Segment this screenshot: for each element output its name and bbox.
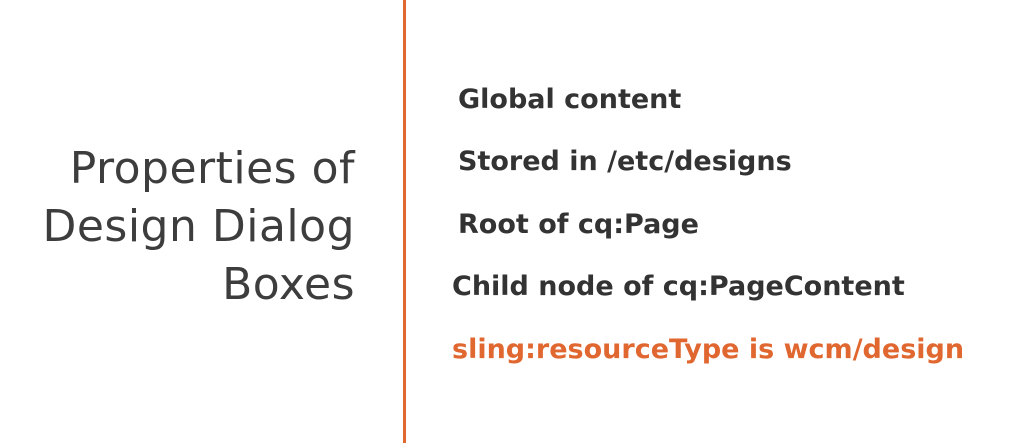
- slide-title: Properties of Design Dialog Boxes: [42, 140, 355, 314]
- slide-title-line-2: Design Dialog: [42, 201, 355, 252]
- slide-title-line-1: Properties of: [69, 143, 355, 194]
- bullet-item-stored-in: Stored in /etc/designs: [458, 146, 792, 177]
- bullet-item-resource-type: sling:resourceType is wcm/design: [452, 334, 965, 365]
- bullet-item-root-of: Root of cq:Page: [458, 209, 699, 240]
- bullet-item-child-node: Child node of cq:PageContent: [452, 271, 905, 302]
- slide-title-line-3: Boxes: [222, 259, 355, 310]
- vertical-divider: [403, 0, 406, 443]
- bullet-item-global-content: Global content: [458, 84, 682, 115]
